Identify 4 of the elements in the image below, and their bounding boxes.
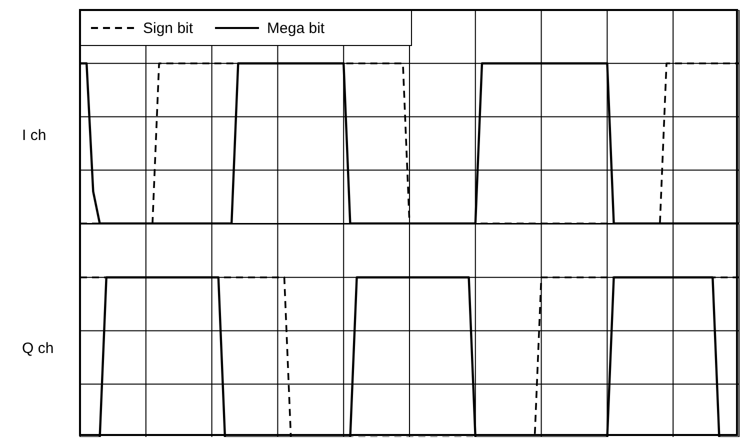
legend-label: Mega bit (267, 20, 325, 36)
y-axis-title: Q ch (22, 340, 54, 358)
legend-label: Sign bit (143, 20, 194, 36)
y-axis-title: I ch (22, 126, 46, 144)
